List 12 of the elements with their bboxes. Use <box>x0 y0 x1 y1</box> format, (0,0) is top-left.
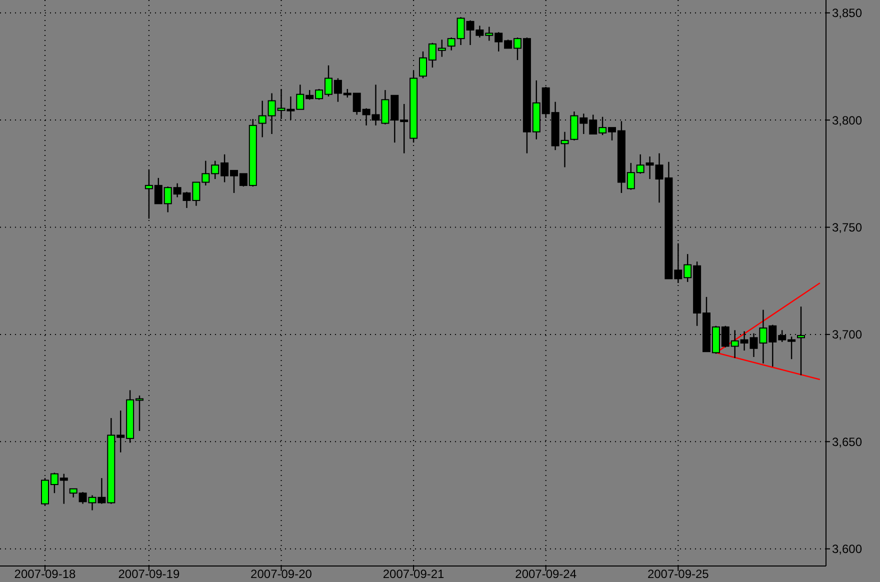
y-tick-label: 3,850 <box>832 6 862 20</box>
y-tick-label: 3,650 <box>832 434 862 449</box>
x-tick-label: 2007-09-18 <box>14 567 76 581</box>
y-tick-label: 3,800 <box>832 113 862 128</box>
y-tick-label: 3,700 <box>832 328 862 342</box>
y-tick-label: 3,600 <box>832 542 862 556</box>
x-tick-label: 2007-09-24 <box>515 567 577 581</box>
x-tick-label: 2007-09-25 <box>647 567 710 581</box>
x-tick-label: 2007-09-20 <box>250 567 312 581</box>
x-tick-label: 2007-09-19 <box>118 567 180 581</box>
x-tick-label: 2007-09-21 <box>382 567 445 581</box>
y-tick-label: 3,750 <box>832 220 862 234</box>
